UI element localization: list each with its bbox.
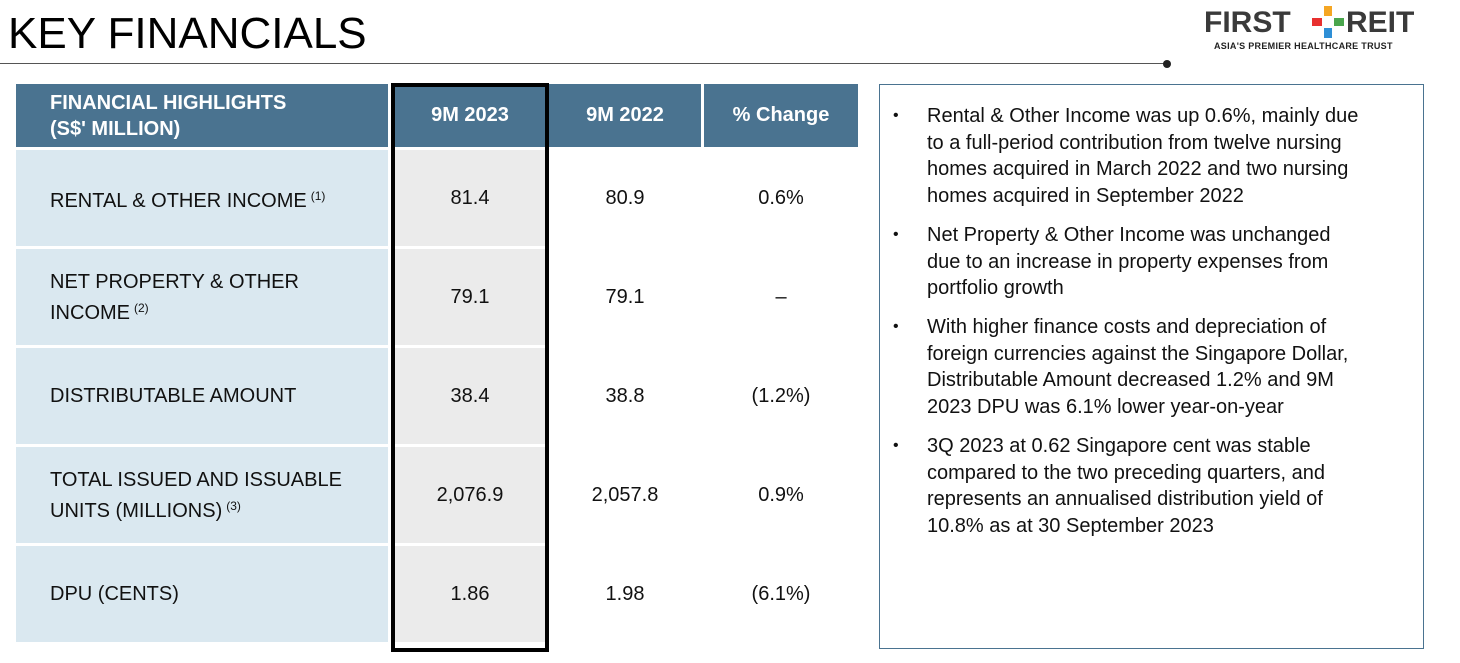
table-row-label: NET PROPERTY & OTHER INCOME (2) (16, 249, 388, 345)
row-label-line1: TOTAL ISSUED AND ISSUABLE (50, 468, 342, 491)
commentary-line: due to an increase in property expenses … (927, 250, 1329, 273)
divider-end-dot (1163, 60, 1171, 68)
title-divider (0, 63, 1166, 64)
commentary-line: Rental & Other Income was up 0.6%, mainl… (927, 105, 1359, 127)
first-reit-logo: FIRST REIT ASIA'S PREMIER HEALTHCARE TRU… (1204, 6, 1444, 52)
bullet-icon: • (893, 318, 899, 335)
header-percent-change: % Change (704, 84, 858, 147)
row-label-line1: RENTAL & OTHER INCOME (50, 189, 307, 212)
cell-9m-2023: 38.4 (394, 348, 546, 444)
header-9m-2022: 9M 2022 (549, 84, 701, 147)
table-row-label: TOTAL ISSUED AND ISSUABLE UNITS (MILLIONS… (16, 447, 388, 543)
commentary-line: 3Q 2023 at 0.62 Singapore cent was stabl… (927, 435, 1311, 457)
commentary-line: Net Property & Other Income was unchange… (927, 224, 1331, 246)
commentary-line: portfolio growth (927, 277, 1064, 299)
table-row-label: DISTRIBUTABLE AMOUNT (16, 348, 388, 444)
footnote-ref: (3) (226, 498, 241, 513)
cell-percent-change: – (775, 285, 787, 308)
header-label-cell: FINANCIAL HIGHLIGHTS (S$' MILLION) (16, 84, 388, 147)
header-label-line2: (S$' MILLION) (50, 117, 181, 140)
bullet-icon: • (893, 226, 899, 243)
commentary-line: to a full-period contribution from twelv… (927, 131, 1342, 154)
logo-tagline: ASIA'S PREMIER HEALTHCARE TRUST (1214, 41, 1393, 51)
table-row-label: DPU (CENTS) (16, 546, 388, 642)
page-title: KEY FINANCIALS (8, 9, 367, 58)
commentary-line: 2023 DPU was 6.1% lower year-on-year (927, 395, 1284, 418)
bullet-icon: • (893, 107, 899, 124)
commentary-item: • With higher finance costs and depreciat… (880, 314, 1410, 420)
medical-cross-icon (1312, 6, 1344, 38)
cell-9m-2023: 79.1 (394, 249, 546, 345)
cell-9m-2022: 80.9 (605, 186, 645, 209)
header-9m-2023: 9M 2023 (394, 84, 546, 147)
commentary-line: compared to the two preceding quarters, … (927, 461, 1326, 484)
commentary-line: 10.8% as at 30 September 2023 (927, 514, 1214, 537)
bullet-icon: • (893, 437, 899, 454)
cell-9m-2022: 38.8 (605, 384, 645, 407)
footnote-ref: (1) (310, 188, 326, 203)
commentary-line: With higher finance costs and depreciati… (927, 316, 1327, 338)
row-label-line1: DISTRIBUTABLE AMOUNT (50, 385, 297, 407)
row-label-line1: DPU (CENTS) (50, 583, 179, 605)
commentary-line: homes acquired in September 2022 (927, 184, 1244, 207)
cell-9m-2022: 1.98 (605, 582, 645, 605)
row-label-line2: INCOME (50, 301, 130, 324)
cell-9m-2023: 81.4 (394, 150, 546, 246)
cell-percent-change: (1.2%) (751, 384, 811, 407)
header-label-line1: FINANCIAL HIGHLIGHTS (50, 91, 287, 114)
commentary-box: • Rental & Other Income was up 0.6%, main… (879, 84, 1424, 649)
cell-percent-change: (6.1%) (751, 582, 811, 605)
cell-9m-2023: 1.86 (394, 546, 546, 642)
commentary-item: • Net Property & Other Income was unchang… (880, 222, 1410, 302)
row-label-line1: NET PROPERTY & OTHER (50, 270, 299, 293)
logo-word-first: FIRST (1204, 6, 1291, 39)
commentary-line: foreign currencies against the Singapore… (927, 342, 1349, 365)
commentary-line: Distributable Amount decreased 1.2% and … (927, 369, 1334, 391)
table-row-label: RENTAL & OTHER INCOME (1) (16, 150, 388, 246)
cell-percent-change: 0.9% (758, 483, 804, 506)
commentary-line: represents an annualised distribution yi… (927, 488, 1323, 510)
cell-9m-2022: 2,057.8 (591, 483, 659, 506)
commentary-item: • 3Q 2023 at 0.62 Singapore cent was stab… (880, 433, 1410, 539)
logo-word-reit: REIT (1346, 6, 1415, 39)
commentary-item: • Rental & Other Income was up 0.6%, main… (880, 103, 1410, 209)
commentary-line: homes acquired in March 2022 and two nur… (927, 158, 1349, 180)
cell-9m-2022: 79.1 (605, 285, 645, 308)
footnote-ref: (2) (134, 300, 149, 315)
cell-percent-change: 0.6% (758, 186, 804, 209)
row-label-line2: UNITS (MILLIONS) (50, 499, 223, 522)
cell-9m-2023: 2,076.9 (394, 447, 546, 543)
